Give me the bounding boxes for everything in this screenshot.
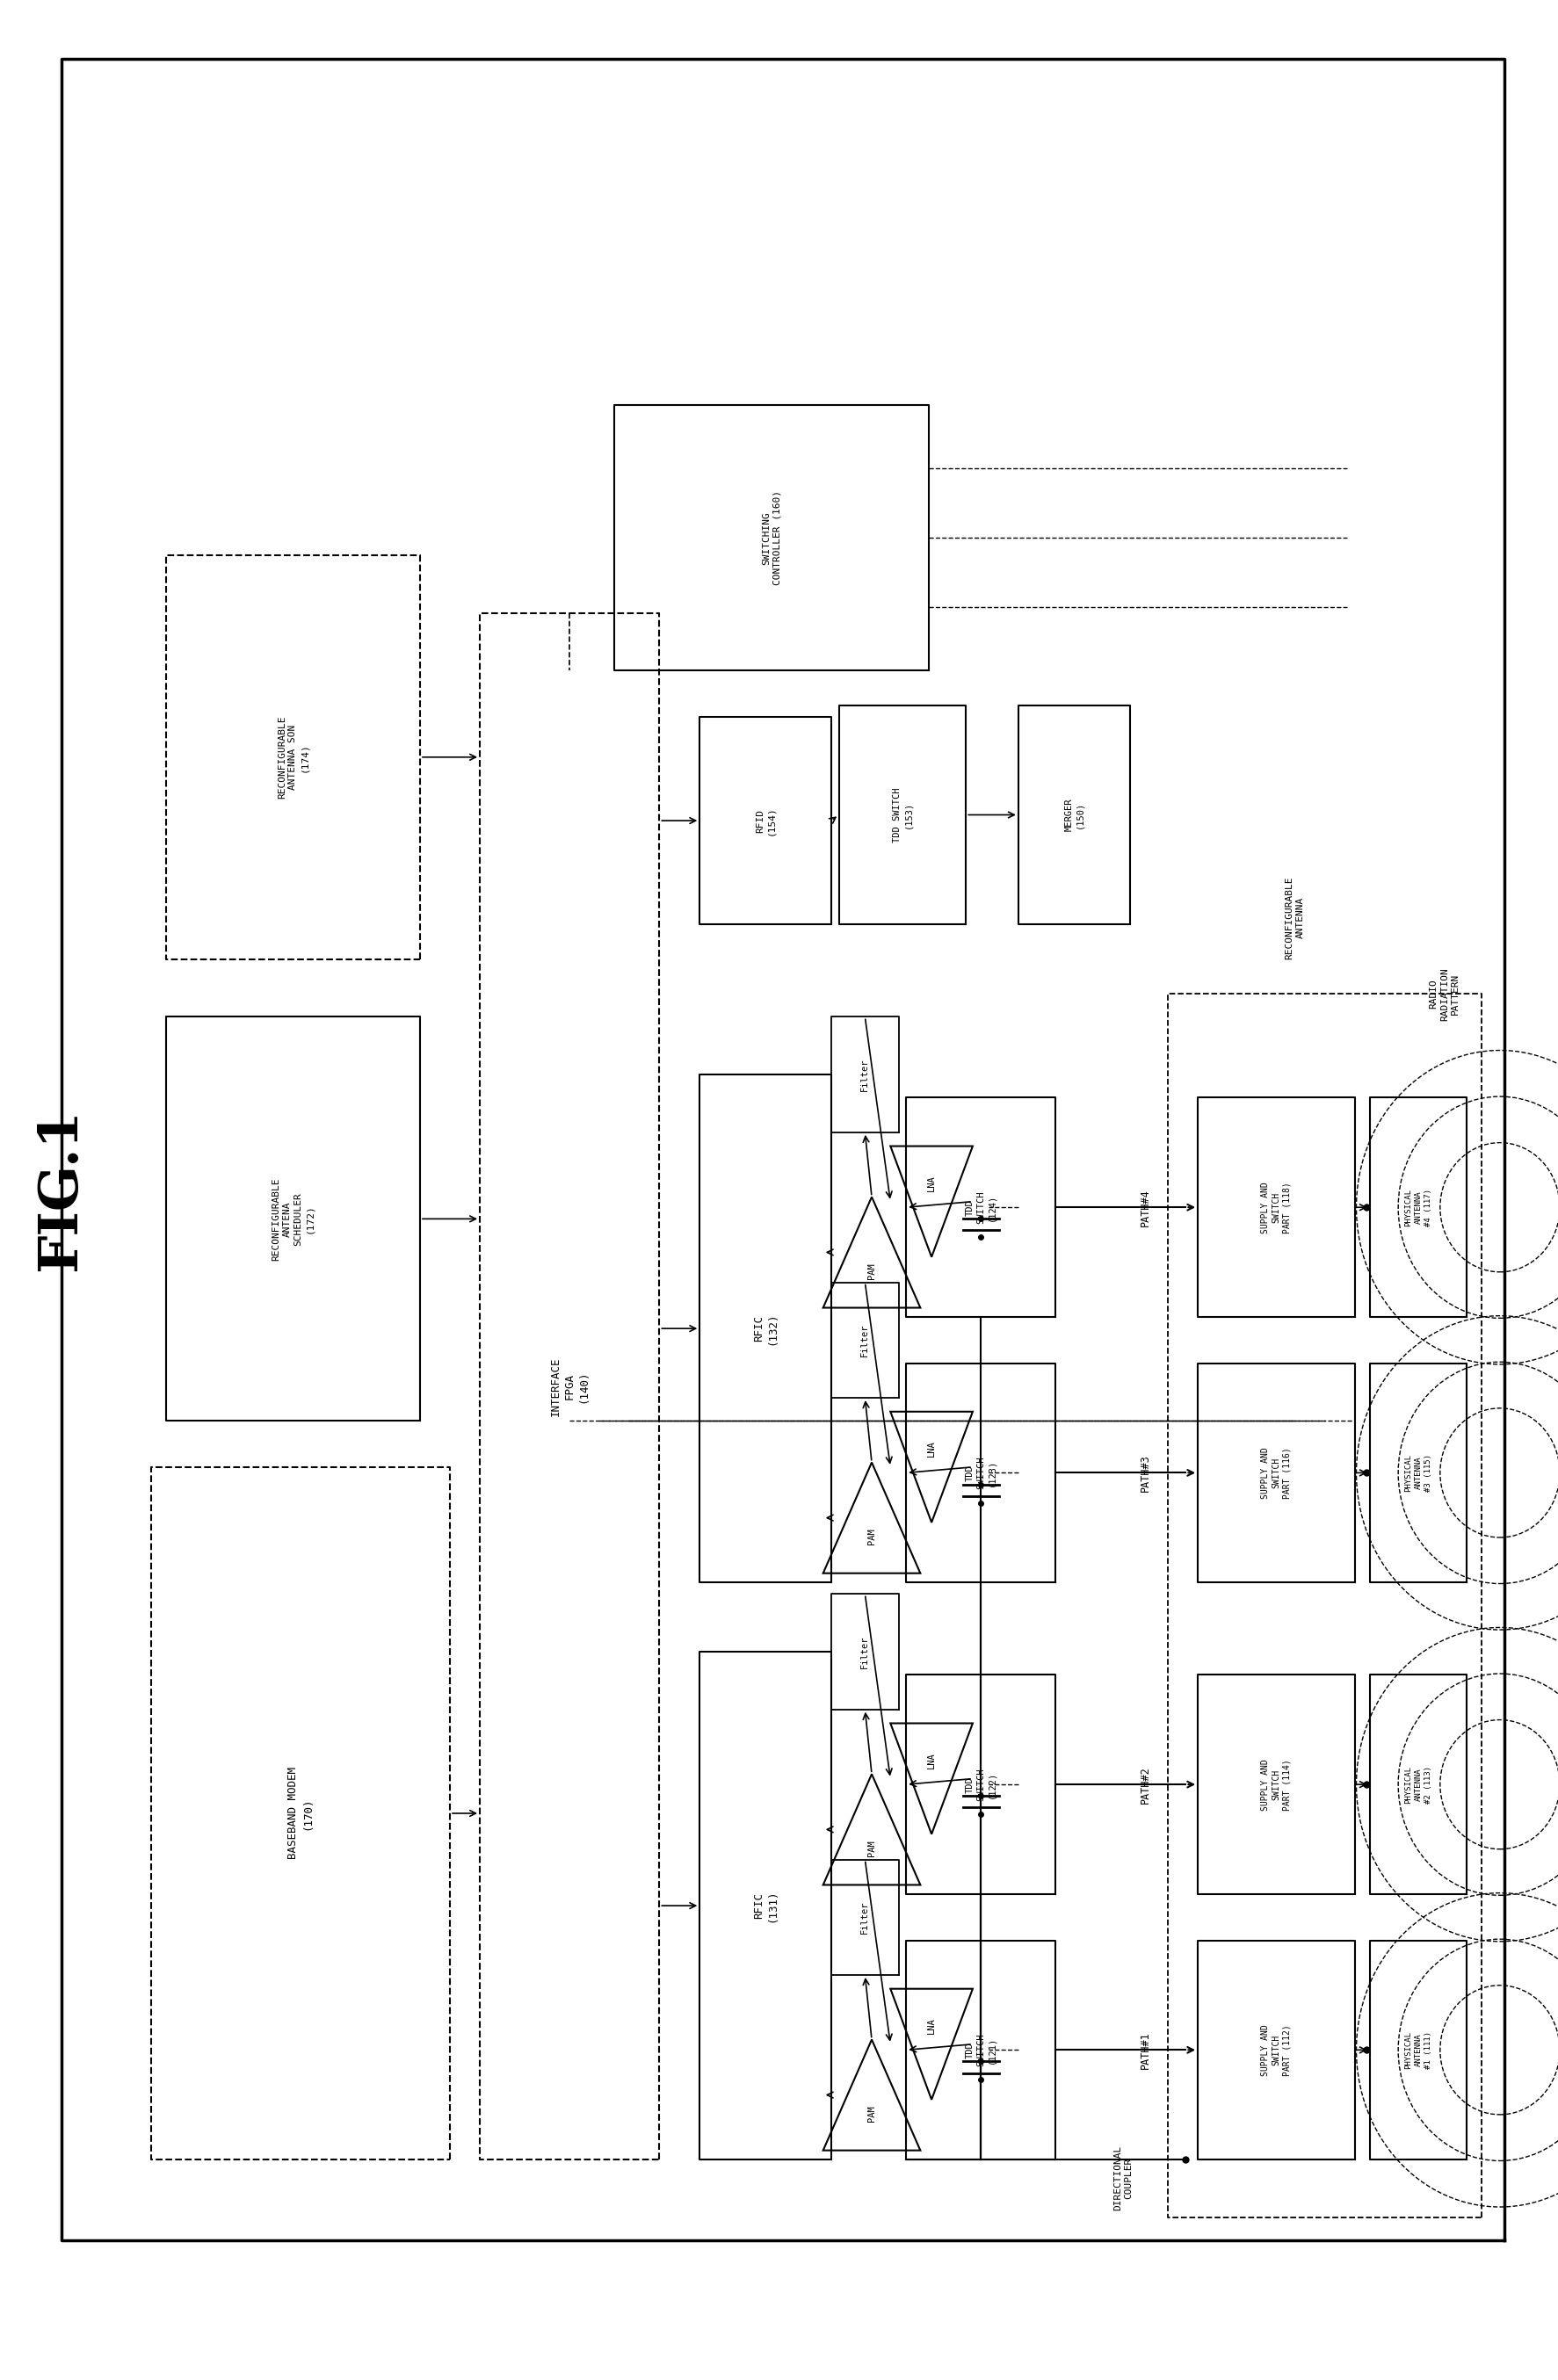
Text: RFIC
(131): RFIC (131) bbox=[753, 1890, 779, 1923]
Text: Filter: Filter bbox=[860, 1635, 869, 1668]
Text: TDD
SWITCH
(123): TDD SWITCH (123) bbox=[966, 1457, 996, 1490]
Text: PHYSICAL
ANTENNA
#4 (117): PHYSICAL ANTENNA #4 (117) bbox=[1405, 1188, 1432, 1226]
Text: MERGER
(150): MERGER (150) bbox=[1064, 797, 1084, 831]
Text: SUPPLY AND
SWITCH
PART (114): SUPPLY AND SWITCH PART (114) bbox=[1260, 1759, 1292, 1811]
Text: PAM: PAM bbox=[868, 1261, 876, 1278]
Text: RECONFIGURABLE
ANTENA
SCHEDULER
(172): RECONFIGURABLE ANTENA SCHEDULER (172) bbox=[273, 1178, 313, 1261]
Text: SUPPLY AND
SWITCH
PART (116): SUPPLY AND SWITCH PART (116) bbox=[1260, 1447, 1292, 1499]
Text: TDD
SWITCH
(121): TDD SWITCH (121) bbox=[966, 2033, 996, 2066]
Text: LNA: LNA bbox=[927, 2018, 936, 2035]
Text: RADIO
RADIATION
PATTERN: RADIO RADIATION PATTERN bbox=[1429, 966, 1460, 1021]
Text: Filter: Filter bbox=[860, 1323, 869, 1357]
Text: DIRECTIONAL
COUPLER: DIRECTIONAL COUPLER bbox=[1112, 2144, 1133, 2211]
Text: PHYSICAL
ANTENNA
#1 (111): PHYSICAL ANTENNA #1 (111) bbox=[1405, 2030, 1432, 2068]
Text: RFIC
(132): RFIC (132) bbox=[753, 1311, 779, 1345]
Text: PATH#1: PATH#1 bbox=[1140, 2030, 1151, 2068]
Text: TDD
SWITCH
(122): TDD SWITCH (122) bbox=[966, 1768, 996, 1802]
Text: Filter: Filter bbox=[860, 1902, 869, 1933]
Text: SWITCHING
CONTROLLER (160): SWITCHING CONTROLLER (160) bbox=[762, 490, 782, 585]
Text: PATH#2: PATH#2 bbox=[1140, 1766, 1151, 1804]
Text: BASEBAND MODEM
(170): BASEBAND MODEM (170) bbox=[288, 1768, 313, 1859]
Text: PATH#4: PATH#4 bbox=[1140, 1188, 1151, 1226]
Text: LNA: LNA bbox=[927, 1752, 936, 1768]
Text: TDD SWITCH
(153): TDD SWITCH (153) bbox=[893, 788, 913, 843]
Text: FIG.1: FIG.1 bbox=[34, 1109, 87, 1271]
Text: PHYSICAL
ANTENNA
#2 (113): PHYSICAL ANTENNA #2 (113) bbox=[1405, 1766, 1432, 1804]
Text: TDD
SWITCH
(124): TDD SWITCH (124) bbox=[966, 1190, 996, 1223]
Text: LNA: LNA bbox=[927, 1176, 936, 1192]
Text: SUPPLY AND
SWITCH
PART (118): SUPPLY AND SWITCH PART (118) bbox=[1260, 1180, 1292, 1233]
Text: PAM: PAM bbox=[868, 2106, 876, 2121]
Text: LNA: LNA bbox=[927, 1440, 936, 1457]
Text: PAM: PAM bbox=[868, 1840, 876, 1856]
Text: PATH#3: PATH#3 bbox=[1140, 1454, 1151, 1492]
Text: PHYSICAL
ANTENNA
#3 (115): PHYSICAL ANTENNA #3 (115) bbox=[1405, 1454, 1432, 1492]
Text: INTERFACE
FPGA
(140): INTERFACE FPGA (140) bbox=[550, 1357, 589, 1416]
Text: Filter: Filter bbox=[860, 1059, 869, 1090]
Text: RECONFIGURABLE
ANTENNA: RECONFIGURABLE ANTENNA bbox=[1285, 876, 1306, 959]
Text: RECONFIGURABLE
ANTENNA SON
(174): RECONFIGURABLE ANTENNA SON (174) bbox=[277, 716, 308, 800]
Text: PAM: PAM bbox=[868, 1528, 876, 1545]
Text: RFID
(154): RFID (154) bbox=[756, 807, 776, 835]
Text: SUPPLY AND
SWITCH
PART (112): SUPPLY AND SWITCH PART (112) bbox=[1260, 2023, 1292, 2075]
